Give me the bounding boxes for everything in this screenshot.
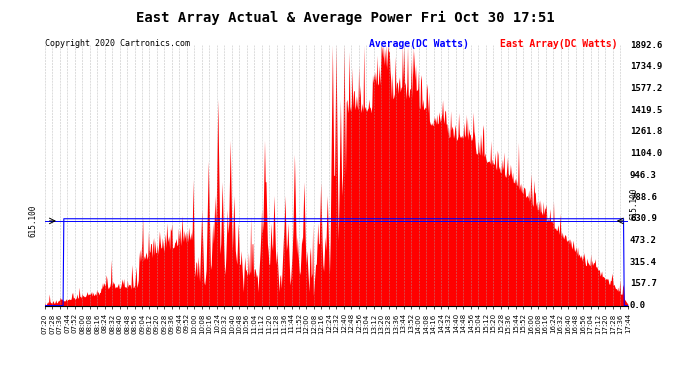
Text: Average(DC Watts): Average(DC Watts) bbox=[369, 39, 469, 50]
Text: 0.0: 0.0 bbox=[630, 301, 646, 310]
Text: 630.9: 630.9 bbox=[630, 214, 657, 223]
Text: 473.2: 473.2 bbox=[630, 236, 657, 245]
Text: 1419.5: 1419.5 bbox=[630, 106, 662, 115]
Text: 946.3: 946.3 bbox=[630, 171, 657, 180]
Text: 615.100: 615.100 bbox=[29, 205, 38, 237]
Text: 157.7: 157.7 bbox=[630, 279, 657, 288]
Text: 788.6: 788.6 bbox=[630, 192, 657, 201]
Text: 1892.6: 1892.6 bbox=[630, 40, 662, 50]
Text: 1261.8: 1261.8 bbox=[630, 128, 662, 136]
Text: East Array(DC Watts): East Array(DC Watts) bbox=[500, 39, 618, 50]
Text: 1104.0: 1104.0 bbox=[630, 149, 662, 158]
Text: 1734.9: 1734.9 bbox=[630, 62, 662, 71]
Text: 1577.2: 1577.2 bbox=[630, 84, 662, 93]
Text: 315.4: 315.4 bbox=[630, 258, 657, 267]
Text: East Array Actual & Average Power Fri Oct 30 17:51: East Array Actual & Average Power Fri Oc… bbox=[136, 11, 554, 26]
Text: Copyright 2020 Cartronics.com: Copyright 2020 Cartronics.com bbox=[45, 39, 190, 48]
Text: 615.100: 615.100 bbox=[630, 188, 639, 220]
